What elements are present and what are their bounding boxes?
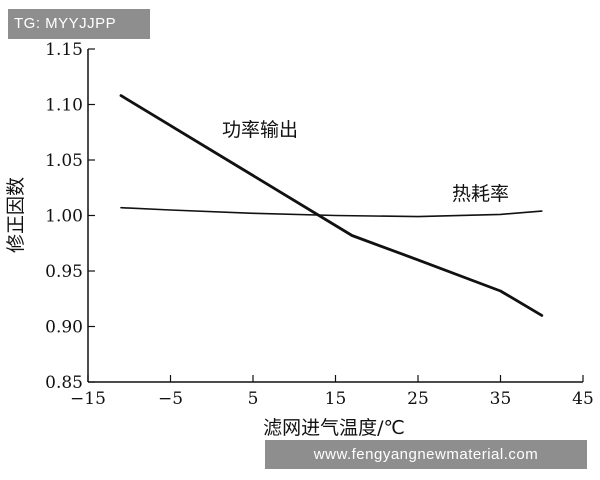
x-tick-label: 5 (248, 389, 259, 409)
x-tick-label: 45 (572, 389, 594, 409)
x-tick-label: −5 (158, 389, 183, 409)
x-tick-label: −15 (70, 389, 106, 409)
watermark-top: TG: MYYJJPP (8, 9, 150, 39)
x-axis-label: 滤网进气温度/℃ (263, 417, 405, 439)
ticks: 0.85 0.90 0.95 1.00 1.05 1.10 1.15 −15 −5 5 15 25 35… (45, 40, 594, 409)
x-tick-label: 25 (407, 389, 429, 409)
y-axis-label: 修正因数 (5, 177, 27, 253)
y-tick-label: 0.95 (45, 262, 83, 282)
y-tick-label: 0.85 (45, 373, 83, 393)
x-tick-label: 35 (490, 389, 512, 409)
series-line-heat-rate (120, 206, 543, 218)
y-tick-label: 0.90 (45, 318, 83, 338)
watermark-bottom: www.fengyangnewmaterial.com (265, 440, 587, 469)
y-tick-label: 1.00 (45, 207, 83, 227)
series-label-heat-rate: 热耗率 (452, 183, 509, 205)
series-label-power-output: 功率输出 (222, 119, 298, 141)
y-tick-label: 1.10 (45, 96, 83, 116)
series-line-power-output (119, 94, 544, 317)
y-tick-label: 1.15 (45, 40, 83, 60)
y-tick-label: 1.05 (45, 151, 83, 171)
x-tick-label: 15 (325, 389, 347, 409)
series-lines (119, 94, 544, 317)
